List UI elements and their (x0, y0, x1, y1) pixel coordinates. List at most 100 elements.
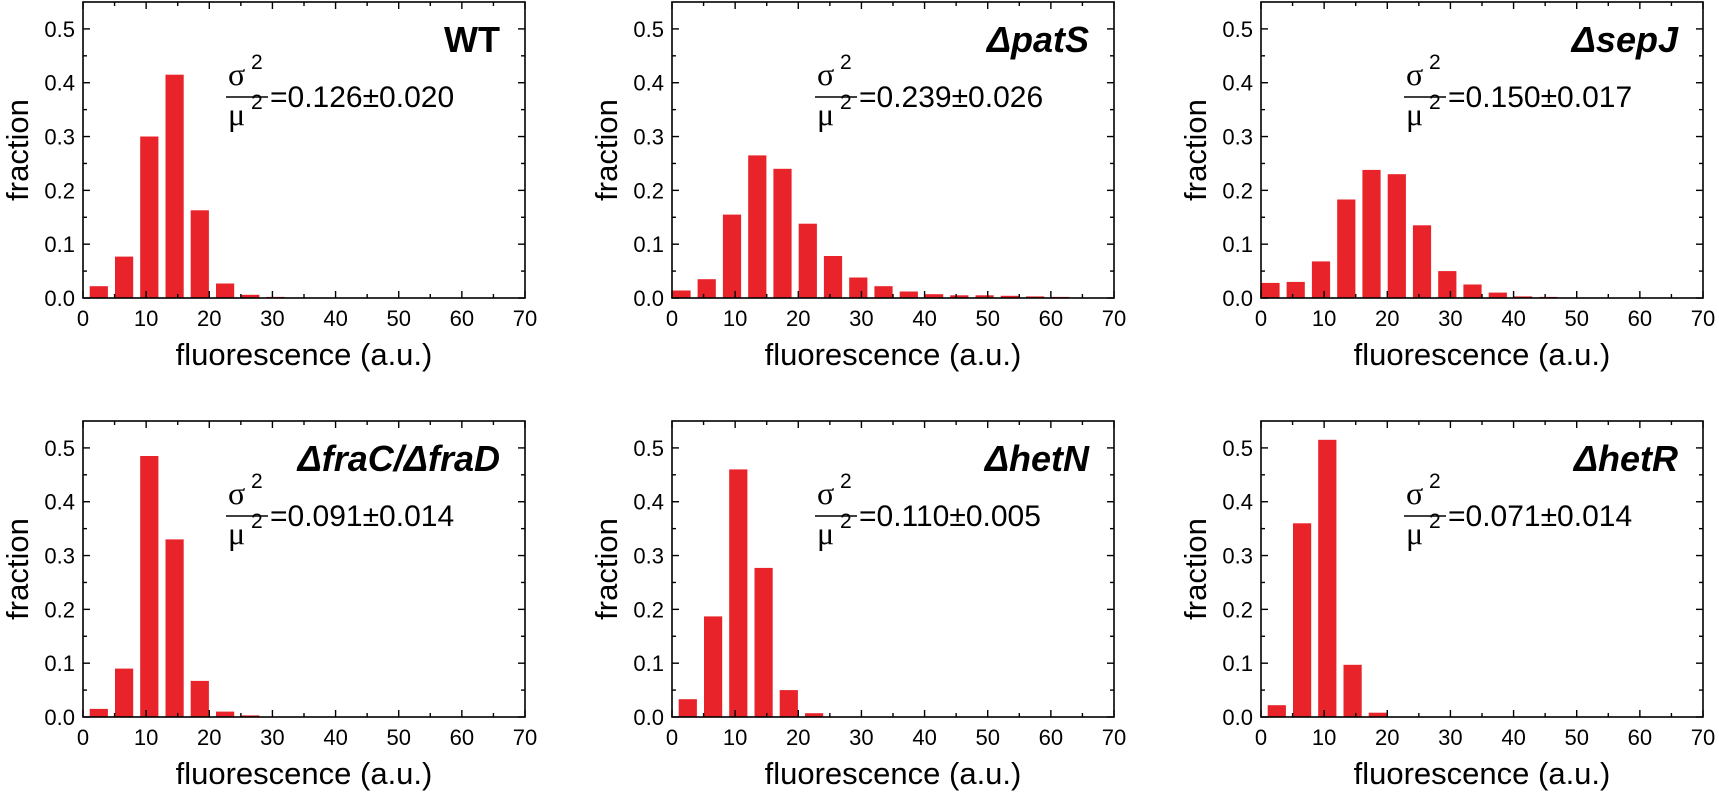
y-tick-label: 0.1 (44, 651, 75, 676)
x-tick-label: 50 (386, 306, 410, 331)
cv-mu-exponent: 2 (251, 510, 263, 533)
cv-sigma-exponent: 2 (251, 470, 263, 493)
y-tick-label: 0.1 (44, 232, 75, 257)
x-axis-title: fluorescence (a.u.) (765, 756, 1022, 791)
y-tick-label: 0.2 (633, 178, 664, 203)
y-tick-label: 0.4 (633, 490, 664, 515)
x-tick-label: 50 (1564, 725, 1588, 750)
y-tick-label: 0.3 (44, 125, 75, 150)
histogram-bar (874, 286, 893, 298)
y-tick-label: 0.4 (44, 71, 75, 96)
cv-sigma-symbol: σ (1406, 475, 1423, 511)
x-tick-label: 20 (197, 306, 221, 331)
histogram-bar (798, 223, 817, 298)
y-tick-label: 0.1 (1222, 232, 1253, 257)
x-tick-label: 70 (513, 725, 537, 750)
y-tick-label: 0.0 (44, 286, 75, 311)
histogram-panel-5: 0 10 20 30 40 50 60 70 0.0 0.1 0.2 0.3 0.4 0.5 fluores… (589, 420, 1126, 791)
x-tick-label: 20 (786, 725, 810, 750)
x-tick-label: 30 (260, 725, 284, 750)
histogram-panel-6: 0 10 20 30 40 50 60 70 0.0 0.1 0.2 0.3 0.4 0.5 fluores… (1178, 420, 1715, 791)
y-tick-label: 0.5 (633, 17, 664, 42)
x-axis-title: fluorescence (a.u.) (765, 337, 1022, 372)
y-tick-label: 0.5 (633, 436, 664, 461)
panel-title: ΔhetR (1572, 438, 1678, 479)
x-tick-label: 70 (1691, 725, 1715, 750)
histogram-bar (1343, 664, 1362, 717)
y-tick-label: 0.3 (633, 125, 664, 150)
x-tick-label: 0 (77, 725, 89, 750)
x-tick-label: 60 (1039, 306, 1063, 331)
y-tick-label: 0.4 (1222, 71, 1253, 96)
histogram-bar (190, 210, 209, 298)
y-tick-label: 0.2 (1222, 597, 1253, 622)
x-tick-label: 60 (450, 725, 474, 750)
x-tick-label: 0 (77, 306, 89, 331)
x-tick-label: 40 (1501, 306, 1525, 331)
x-tick-label: 50 (975, 306, 999, 331)
y-tick-label: 0.3 (633, 544, 664, 569)
cv-mu-exponent: 2 (251, 91, 263, 114)
histogram-bar (1267, 705, 1286, 717)
y-tick-label: 0.4 (1222, 490, 1253, 515)
histogram-bar (216, 711, 235, 717)
histogram-bar (704, 616, 723, 717)
y-tick-label: 0.2 (44, 178, 75, 203)
x-tick-label: 70 (1691, 306, 1715, 331)
cv-mu-symbol: μ (228, 96, 245, 132)
cv-mu-symbol: μ (1406, 96, 1423, 132)
histogram-bar (1362, 169, 1381, 298)
x-tick-label: 70 (1102, 725, 1126, 750)
cv-value: =0.071±0.014 (1448, 500, 1632, 533)
cv-sigma-symbol: σ (228, 475, 245, 511)
y-tick-label: 0.0 (633, 286, 664, 311)
x-tick-label: 30 (849, 306, 873, 331)
histogram-panel-1: 0 10 20 30 40 50 60 70 0.0 0.1 0.2 0.3 0.4 0.5 fluores… (0, 1, 537, 372)
panel-title: ΔfraC/ΔfraD (296, 438, 500, 479)
y-tick-label: 0.3 (1222, 544, 1253, 569)
x-tick-label: 60 (1628, 725, 1652, 750)
x-tick-label: 40 (1501, 725, 1525, 750)
x-tick-label: 30 (1438, 725, 1462, 750)
histogram-bar (1463, 284, 1482, 298)
y-axis-title: fraction (1178, 99, 1213, 201)
cv-sigma-symbol: σ (228, 56, 245, 92)
y-tick-label: 0.2 (633, 597, 664, 622)
cv-mu-exponent: 2 (840, 510, 852, 533)
x-tick-label: 10 (723, 725, 747, 750)
histogram-bar (975, 295, 994, 298)
histogram-bar (899, 291, 918, 298)
cv-sigma-exponent: 2 (1429, 51, 1441, 74)
cv-mu-symbol: μ (1406, 515, 1423, 551)
x-tick-label: 30 (260, 306, 284, 331)
x-tick-label: 50 (386, 725, 410, 750)
histogram-bar (241, 294, 260, 298)
histogram-bar (1337, 199, 1356, 298)
histogram-bar (773, 168, 792, 298)
cv-mu-symbol: μ (817, 515, 834, 551)
histogram-bar (140, 456, 159, 717)
cv-mu-exponent: 2 (1429, 510, 1441, 533)
x-tick-label: 20 (1375, 306, 1399, 331)
histogram-bar (1261, 282, 1280, 298)
y-tick-label: 0.0 (44, 705, 75, 730)
y-tick-label: 0.3 (44, 544, 75, 569)
cv-sigma-exponent: 2 (840, 470, 852, 493)
x-axis-title: fluorescence (a.u.) (176, 756, 433, 791)
x-tick-label: 70 (513, 306, 537, 331)
y-tick-label: 0.0 (1222, 286, 1253, 311)
histogram-bar (115, 668, 134, 717)
y-tick-label: 0.2 (1222, 178, 1253, 203)
x-tick-label: 10 (723, 306, 747, 331)
cv-sigma-symbol: σ (817, 56, 834, 92)
y-axis-title: fraction (1178, 518, 1213, 620)
y-tick-label: 0.2 (44, 597, 75, 622)
x-tick-label: 60 (1628, 306, 1652, 331)
histogram-bar (89, 708, 108, 717)
histogram-bar (748, 155, 767, 298)
y-tick-label: 0.3 (1222, 125, 1253, 150)
histogram-bar (1412, 225, 1432, 298)
x-tick-label: 50 (1564, 306, 1588, 331)
x-tick-label: 0 (1255, 725, 1267, 750)
